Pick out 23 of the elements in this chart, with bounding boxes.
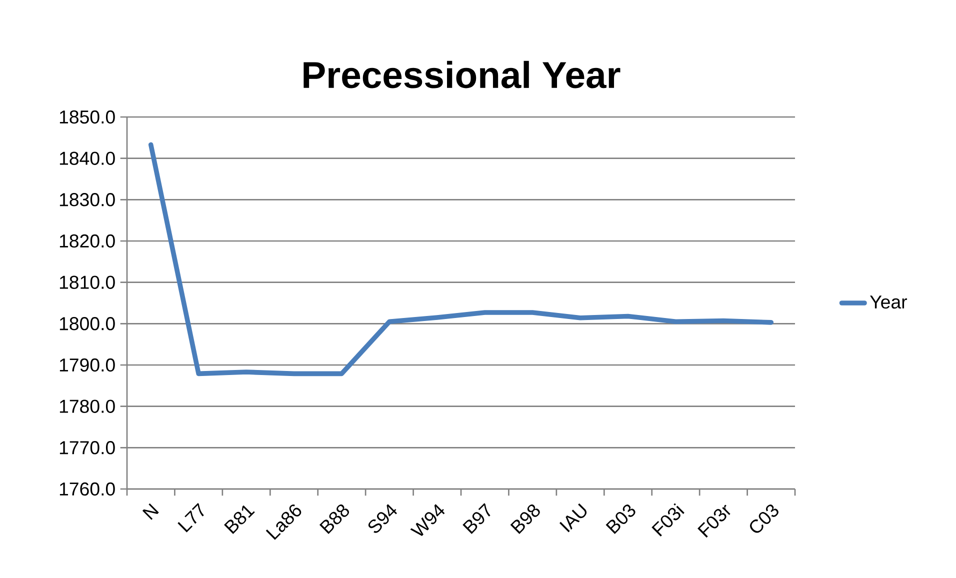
y-tick-label: 1770.0 [60,441,115,454]
x-tick-label: B81 [224,505,255,534]
x-tick-label: N [142,503,159,520]
y-tick-label: 1780.0 [60,400,115,413]
x-tick-label: B03 [606,504,636,534]
y-tick-label: 1820.0 [60,234,115,248]
y-tick-label: 1790.0 [60,358,115,372]
x-tick-label: S94 [368,504,397,533]
x-tick-label: L77 [178,502,204,532]
y-tick-label: 1760.0 [60,482,115,496]
y-tick-label: 1830.0 [60,193,115,206]
x-tick-label: B88 [319,504,349,534]
x-tick-label: B98 [510,504,540,534]
chart-title: Precessional Year [304,60,620,88]
x-tick-label: B97 [462,503,490,534]
line-series [148,142,774,376]
y-tick-label: 1850.0 [60,110,115,124]
legend-label: Year [870,296,908,309]
x-tick-label: IAU [560,503,587,532]
y-tick-label: 1840.0 [60,152,115,165]
y-tick-label: 1810.0 [60,276,115,289]
x-tick-label: C03 [750,504,778,533]
y-tick-label: 1800.0 [60,317,115,330]
